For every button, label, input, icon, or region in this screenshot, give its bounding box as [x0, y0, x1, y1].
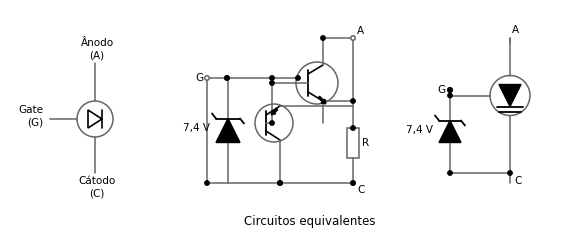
Circle shape	[508, 171, 512, 175]
Circle shape	[278, 181, 282, 185]
Circle shape	[270, 81, 274, 85]
FancyArrow shape	[319, 96, 326, 104]
Text: R: R	[362, 138, 369, 148]
Text: C: C	[357, 185, 365, 195]
Circle shape	[448, 88, 452, 92]
Polygon shape	[216, 119, 240, 143]
Text: Circuitos equivalentes: Circuitos equivalentes	[244, 215, 376, 228]
Circle shape	[278, 181, 282, 185]
Text: 7,4 V: 7,4 V	[183, 124, 210, 134]
Circle shape	[205, 76, 209, 80]
Circle shape	[296, 76, 300, 80]
Circle shape	[270, 76, 274, 80]
Text: Cátodo
(C): Cátodo (C)	[78, 176, 116, 198]
Circle shape	[205, 181, 209, 185]
Text: G: G	[195, 73, 203, 83]
Circle shape	[321, 36, 325, 40]
Circle shape	[448, 93, 452, 98]
Circle shape	[448, 171, 452, 175]
Bar	[347, 128, 359, 158]
Circle shape	[448, 88, 452, 92]
Text: 7,4 V: 7,4 V	[406, 124, 433, 134]
Circle shape	[270, 121, 274, 125]
Polygon shape	[439, 120, 461, 143]
Polygon shape	[499, 84, 521, 106]
Text: Gate
(G): Gate (G)	[18, 105, 43, 127]
Text: G: G	[438, 85, 446, 95]
Circle shape	[351, 181, 355, 185]
Circle shape	[225, 76, 229, 80]
Text: Ânodo
(A): Ânodo (A)	[81, 38, 113, 60]
Circle shape	[351, 36, 355, 40]
Circle shape	[351, 126, 355, 130]
Text: A: A	[357, 26, 364, 36]
Circle shape	[351, 181, 355, 185]
Circle shape	[225, 76, 229, 80]
Circle shape	[351, 99, 355, 103]
Text: A: A	[512, 25, 519, 35]
Text: C: C	[514, 176, 521, 186]
FancyArrow shape	[271, 108, 278, 115]
